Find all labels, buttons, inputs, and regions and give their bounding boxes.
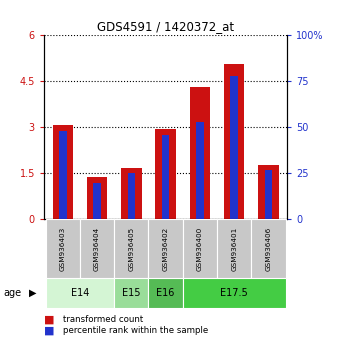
Text: GSM936401: GSM936401	[231, 227, 237, 271]
Text: GSM936405: GSM936405	[128, 227, 134, 271]
Text: GSM936404: GSM936404	[94, 227, 100, 271]
Text: GSM936403: GSM936403	[60, 227, 66, 271]
Text: E14: E14	[71, 288, 89, 298]
Bar	[190, 87, 210, 219]
Bar	[46, 219, 80, 278]
Text: ■: ■	[44, 315, 54, 325]
Bar	[196, 122, 204, 219]
Text: GSM936400: GSM936400	[197, 227, 203, 271]
Bar	[87, 177, 107, 219]
Bar	[251, 219, 286, 278]
Bar	[52, 125, 73, 219]
Bar	[155, 129, 176, 219]
Text: GSM936402: GSM936402	[163, 227, 169, 271]
Text: age: age	[3, 288, 22, 298]
Bar	[93, 183, 101, 219]
Bar	[114, 219, 148, 278]
Text: transformed count: transformed count	[63, 315, 143, 324]
Bar	[114, 278, 148, 308]
Bar	[183, 219, 217, 278]
Bar	[162, 135, 169, 219]
Text: E17.5: E17.5	[220, 288, 248, 298]
Bar	[148, 219, 183, 278]
Bar	[80, 219, 114, 278]
Bar	[224, 64, 244, 219]
Bar	[148, 278, 183, 308]
Text: percentile rank within the sample: percentile rank within the sample	[63, 326, 208, 336]
Bar	[231, 76, 238, 219]
Text: E15: E15	[122, 288, 141, 298]
Bar	[127, 173, 135, 219]
Text: ▶: ▶	[29, 288, 36, 298]
Bar	[265, 170, 272, 219]
Bar	[217, 219, 251, 278]
Bar	[258, 165, 279, 219]
Bar	[121, 168, 142, 219]
Bar	[46, 278, 114, 308]
Text: GSM936406: GSM936406	[265, 227, 271, 271]
Text: E16: E16	[156, 288, 175, 298]
Bar	[59, 131, 67, 219]
Bar	[183, 278, 286, 308]
Text: ■: ■	[44, 326, 54, 336]
Title: GDS4591 / 1420372_at: GDS4591 / 1420372_at	[97, 20, 234, 33]
